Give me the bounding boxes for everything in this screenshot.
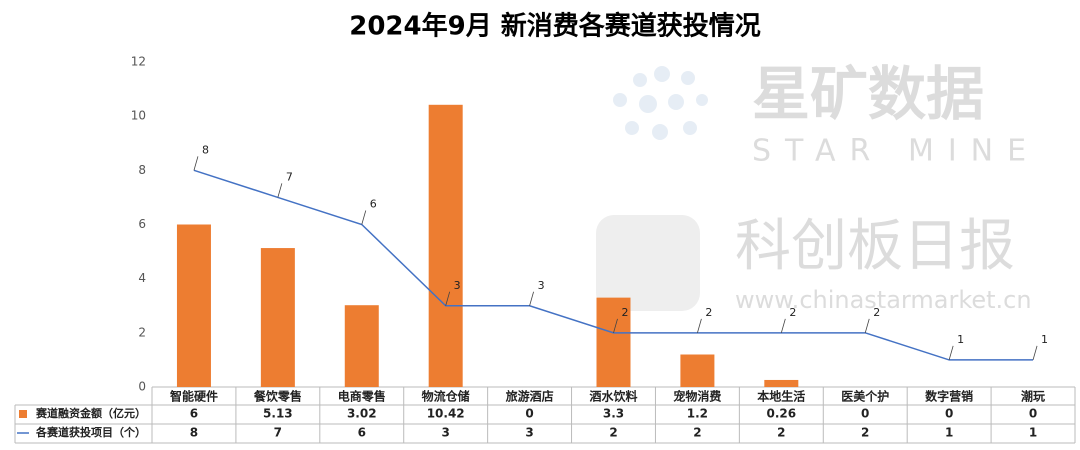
table-value: 3 <box>525 426 533 440</box>
table-value: 2 <box>693 426 701 440</box>
data-label: 8 <box>202 143 209 156</box>
y-tick-label: 2 <box>138 325 146 339</box>
table-value: 1.2 <box>687 407 708 421</box>
x-tick-label: 宠物消费 <box>673 389 721 404</box>
data-label: 1 <box>1041 333 1048 346</box>
table-value: 6 <box>190 407 198 421</box>
bar <box>344 305 379 387</box>
label-leader <box>1032 345 1038 361</box>
legend-label: 各赛道获投项目（个） <box>35 425 146 439</box>
table-value: 0 <box>525 407 533 421</box>
chart-title: 2024年9月 新消费各赛道获投情况 <box>349 11 761 42</box>
bar <box>680 354 715 387</box>
table-value: 8 <box>190 426 198 440</box>
label-leader <box>277 183 283 198</box>
watermark: 星矿数据 <box>752 60 984 128</box>
x-tick-label: 潮玩 <box>1021 389 1045 404</box>
bar <box>764 379 799 387</box>
y-tick-label: 12 <box>131 55 146 69</box>
data-label: 2 <box>622 306 629 319</box>
table-value: 5.13 <box>263 407 293 421</box>
label-leader <box>697 318 702 333</box>
label-leader <box>613 318 618 333</box>
label-leader <box>864 318 870 333</box>
table-value: 0 <box>1029 407 1037 421</box>
label-leader <box>445 291 451 306</box>
data-label: 2 <box>873 306 880 319</box>
table-value: 1 <box>1029 426 1037 440</box>
label-leader <box>361 210 367 225</box>
x-tick-label: 数字营销 <box>925 389 973 404</box>
x-tick-label: 本地生活 <box>757 389 805 404</box>
data-label: 2 <box>705 306 712 319</box>
table-value: 0.26 <box>767 407 797 421</box>
bar <box>260 248 295 387</box>
label-leader <box>780 318 786 333</box>
y-tick-label: 8 <box>138 163 146 177</box>
table-value: 0 <box>861 407 869 421</box>
table-value: 3.3 <box>603 407 624 421</box>
data-label: 2 <box>789 306 796 319</box>
data-label: 1 <box>957 333 964 346</box>
table-value: 6 <box>358 426 366 440</box>
table-value: 3 <box>442 426 450 440</box>
data-label: 6 <box>370 198 377 211</box>
table-value: 1 <box>945 426 953 440</box>
data-label: 3 <box>454 279 461 292</box>
table-value: 2 <box>609 426 617 440</box>
x-tick-label: 医美个护 <box>841 389 889 404</box>
y-tick-label: 4 <box>138 271 146 285</box>
table-value: 0 <box>945 407 953 421</box>
bar <box>428 104 463 388</box>
y-tick-label: 10 <box>131 109 146 123</box>
table-value: 2 <box>777 426 785 440</box>
table-value: 2 <box>861 426 869 440</box>
bar <box>596 297 631 387</box>
watermark: www.chinastarmarket.cn <box>735 286 1032 314</box>
data-label: 7 <box>286 170 293 183</box>
table-value: 7 <box>274 426 282 440</box>
watermark: 科创板日报 <box>735 214 1015 279</box>
watermark: STAR MINE <box>752 134 1040 169</box>
x-tick-label: 智能硬件 <box>169 389 218 404</box>
legend-swatch <box>19 410 27 418</box>
y-tick-label: 0 <box>138 380 146 394</box>
label-leader <box>193 156 199 171</box>
label-leader <box>948 345 954 361</box>
legend-label: 赛道融资金额（亿元） <box>35 406 146 420</box>
data-label: 3 <box>538 279 545 292</box>
table-value: 3.02 <box>347 407 377 421</box>
x-tick-label: 物流仓储 <box>422 389 470 404</box>
x-tick-label: 酒水饮料 <box>589 389 637 404</box>
label-leader <box>529 291 534 306</box>
x-tick-label: 旅游酒店 <box>506 389 554 404</box>
bar <box>176 224 211 387</box>
table-value: 10.42 <box>427 407 465 421</box>
watermark-logo <box>596 66 708 311</box>
x-tick-label: 餐饮零售 <box>254 389 302 404</box>
x-tick-label: 电商零售 <box>338 389 386 404</box>
y-tick-label: 6 <box>138 217 146 231</box>
